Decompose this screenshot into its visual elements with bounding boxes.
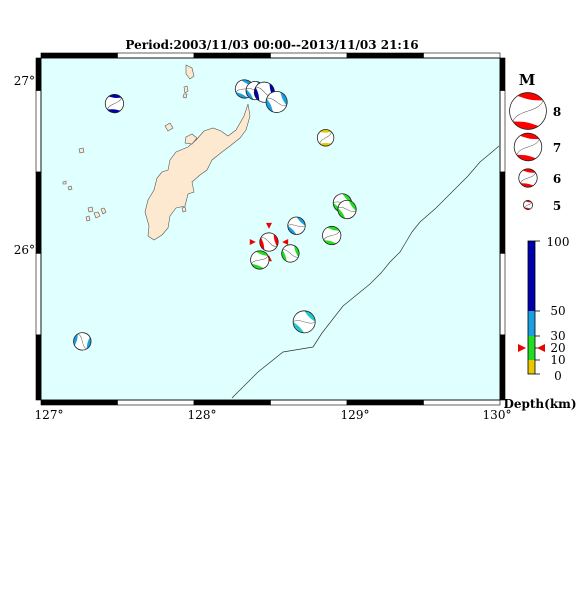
x-tick-127: 127° xyxy=(35,408,64,422)
depth-tick-0: 0 xyxy=(554,369,562,383)
trench-line xyxy=(231,145,500,399)
mag-legend-ball-6 xyxy=(518,168,538,188)
depth-tick-50: 50 xyxy=(550,304,565,318)
event-mechanism-15 xyxy=(73,332,92,351)
depth-tick-30: 30 xyxy=(550,329,565,343)
x-tick-129: 129° xyxy=(341,408,370,422)
event-mechanism-1 xyxy=(104,93,125,114)
depth-tick-10: 10 xyxy=(550,353,565,367)
depth-band-intermediate xyxy=(528,311,535,336)
events-layer xyxy=(73,79,357,351)
current-depth-marker xyxy=(518,344,545,352)
mag-legend-ball-8 xyxy=(509,92,547,130)
depth-colorbar xyxy=(518,240,545,375)
depth-band-shallow xyxy=(528,336,535,360)
event-mechanism-11 xyxy=(259,232,279,252)
depth-legend-title: Depth(km) xyxy=(503,397,576,411)
map-border xyxy=(40,57,501,401)
mag-legend-label-7: 7 xyxy=(553,141,561,155)
map-title: Period:2003/11/03 00:00--2013/11/03 21:1… xyxy=(125,38,418,52)
event-mechanism-5 xyxy=(265,90,288,113)
depth-tick-20: 20 xyxy=(550,341,565,355)
event-mechanism-14 xyxy=(292,310,316,334)
event-mechanism-9 xyxy=(287,216,306,235)
depth-band-deep xyxy=(528,241,535,311)
mag-legend-ball-7 xyxy=(513,132,543,162)
event-mechanism-13 xyxy=(250,250,270,270)
depth-colorbar-border xyxy=(527,240,536,375)
x-tick-130: 130° xyxy=(483,408,512,422)
ocean-area xyxy=(41,58,500,400)
event-mechanism-8 xyxy=(337,199,357,220)
depth-tick-100: 100 xyxy=(547,235,570,249)
y-tick-27: 27° xyxy=(14,74,35,88)
mag-legend-label-5: 5 xyxy=(553,199,561,213)
mag-legend-ball-5 xyxy=(523,200,533,210)
y-tick-26: 26° xyxy=(14,243,35,257)
mag-legend-label-6: 6 xyxy=(553,172,561,186)
event-mechanism-10 xyxy=(322,225,342,246)
event-mechanism-6 xyxy=(316,129,335,147)
mag-legend-label-8: 8 xyxy=(553,105,561,119)
magnitude-legend xyxy=(509,92,547,210)
magnitude-legend-title: M xyxy=(519,71,536,89)
depth-band-surface xyxy=(528,360,535,374)
event-mechanism-12 xyxy=(281,244,300,263)
x-tick-128: 128° xyxy=(188,408,217,422)
land-okinawa-islands xyxy=(62,64,251,241)
